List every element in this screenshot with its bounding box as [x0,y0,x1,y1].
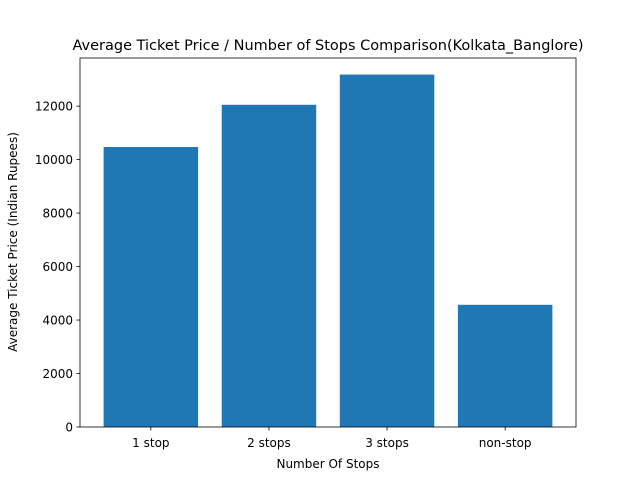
x-tick-label: 3 stops [365,436,409,450]
chart-title: Average Ticket Price / Number of Stops C… [72,38,583,54]
y-tick-label: 0 [65,421,73,435]
y-tick-label: 10000 [35,153,73,167]
x-axis-label: Number Of Stops [276,457,379,471]
x-tick-label: 2 stops [247,436,291,450]
y-tick-label: 12000 [35,100,73,114]
x-tick-label: 1 stop [132,436,169,450]
bar-2-stops [221,104,317,427]
plot-area: 0 2000 4000 6000 8000 10000 12000 1 stop 2 stops… [35,57,577,450]
x-tick-label: non-stop [479,436,532,450]
bar-1-stop [103,147,199,427]
plot-frame [79,57,577,428]
y-axis-label: Average Ticket Price (Indian Rupees) [6,132,20,352]
y-tick-label: 2000 [42,367,73,381]
y-tick-label: 6000 [42,260,73,274]
bar-non-stop [457,304,553,427]
y-tick-label: 4000 [42,314,73,328]
y-tick-label: 8000 [42,207,73,221]
bar-3-stops [339,74,435,428]
